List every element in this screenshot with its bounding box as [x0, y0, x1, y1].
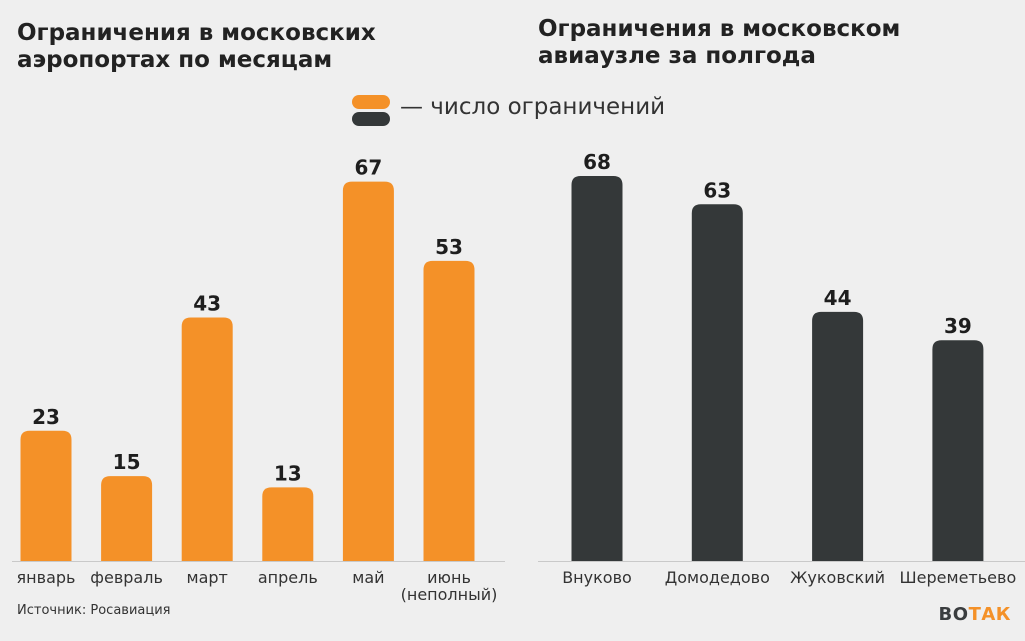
bar-airport-2	[691, 204, 743, 561]
left-chart-title: Ограничения в московских аэропортах по м…	[17, 20, 376, 73]
value-label-month-5: 67	[354, 156, 382, 180]
bar-month-2	[101, 476, 153, 561]
value-label-month-2: 15	[113, 450, 141, 474]
bar-airport-1	[571, 176, 623, 561]
category-label-month-4: апрель	[258, 568, 318, 587]
bar-month-3	[181, 317, 233, 561]
value-label-month-4: 13	[274, 461, 302, 485]
value-label-month-1: 23	[32, 405, 60, 429]
source-note: Источник: Росавиация	[17, 603, 171, 618]
category-label-airport-2: Домодедово	[665, 568, 770, 587]
value-label-airport-2: 63	[703, 178, 731, 202]
value-label-airport-1: 68	[583, 150, 611, 174]
value-label-airport-3: 44	[824, 286, 852, 310]
bar-month-6	[423, 260, 475, 561]
legend-swatch-orange	[352, 95, 390, 109]
category-label-airport-3: Жуковский	[790, 568, 885, 587]
category-label-airport-1: Внуково	[562, 568, 632, 587]
legend-swatch-dark	[352, 112, 390, 126]
bar-month-1	[20, 430, 72, 561]
right-chart-title: Ограничения в московском авиаузле за пол…	[538, 16, 901, 69]
category-label-month-6: (неполный)	[401, 585, 498, 604]
category-label-month-1: январь	[17, 568, 76, 587]
category-label-airport-4: Шереметьево	[900, 568, 1017, 587]
bar-airport-4	[932, 340, 984, 561]
bar-month-4	[262, 487, 314, 561]
category-label-month-5: май	[352, 568, 384, 587]
value-label-airport-4: 39	[944, 314, 972, 338]
brand-logo: ВОТАК	[938, 604, 1011, 625]
category-label-month-2: февраль	[90, 568, 163, 587]
value-label-month-3: 43	[193, 292, 221, 316]
bar-airport-3	[812, 311, 864, 561]
bar-month-5	[342, 181, 394, 562]
legend-label: — число ограничений	[400, 94, 666, 120]
value-label-month-6: 53	[435, 235, 463, 259]
category-label-month-6: июнь	[427, 568, 471, 587]
category-label-month-3: март	[187, 568, 228, 587]
